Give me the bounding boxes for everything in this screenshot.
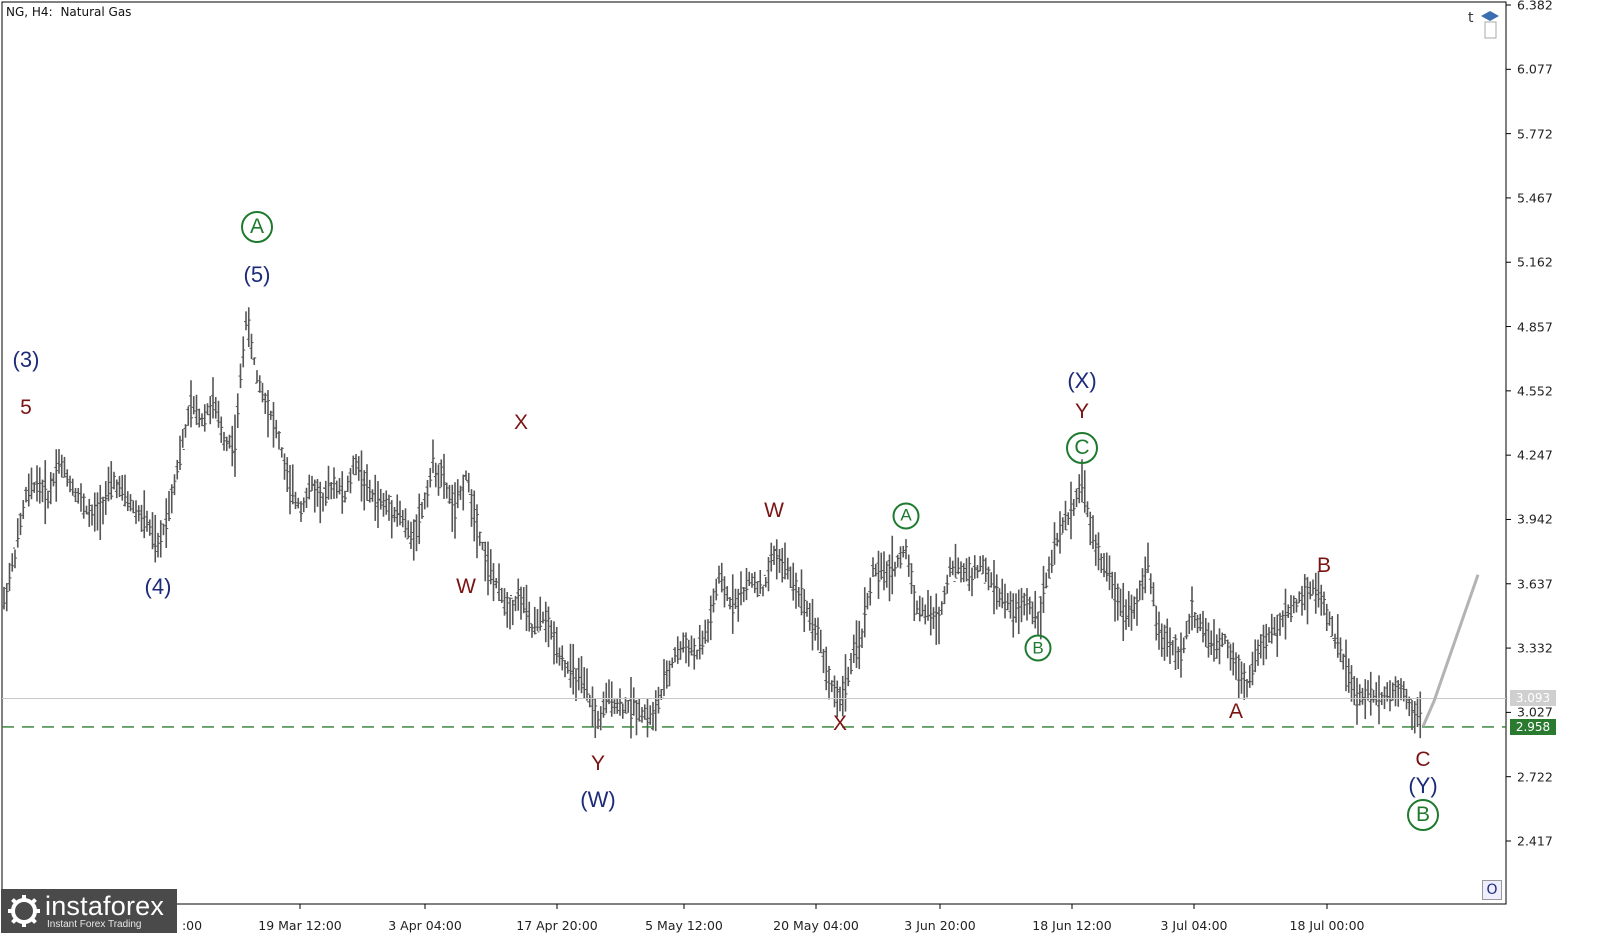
wave-label-degree: (X) [1067,367,1097,393]
x-tick-label: 18 Jun 12:00 [1032,918,1112,933]
y-tick-label: 6.077 [1517,61,1553,77]
x-tick-label: 17 Apr 20:00 [516,918,598,933]
y-tick-label: 4.857 [1517,319,1553,335]
circled-letter: A [241,210,273,243]
wave-label-minor: A [1228,699,1244,723]
brand-name: instaforex [45,891,165,921]
wave-label-minor: Y [1074,400,1090,424]
wave-label-degree: (W) [580,787,616,813]
circled-letter: B [1024,634,1052,662]
circled-letter: B [1407,799,1439,832]
x-tick-label: :00 [181,918,203,933]
forecast-arrow [1421,574,1480,728]
wave-label-circled: B [1407,799,1439,832]
y-tick-label: 3.332 [1517,640,1553,656]
y-tick-label: 5.162 [1517,254,1553,270]
wave-label-degree: (Y) [1408,772,1438,798]
y-tick-label: 4.247 [1517,447,1553,463]
y-tick-label: 6.382 [1517,0,1553,13]
x-tick-label: 18 Jul 00:00 [1289,918,1365,933]
graduation-cap-icon [1480,11,1499,39]
y-tick-label: 5.772 [1517,126,1553,142]
current-price-tag: 3.093 [1510,690,1556,707]
wave-label-circled: C [1066,432,1098,465]
brand-tagline: Instant Forex Trading [47,919,142,930]
object-list-button[interactable]: O [1482,880,1502,900]
wave-label-minor: W [764,499,784,523]
wave-label-minor: 5 [20,396,32,420]
y-tick-label: 2.417 [1517,833,1553,849]
trade-letter: t [1468,10,1474,26]
wave-label-degree: (3) [12,346,40,372]
one-click-trading-toggle[interactable]: t [1468,10,1500,42]
wave-label-circled: B [1024,634,1052,662]
x-tick-label: 3 Jun 20:00 [904,918,976,933]
wave-label-minor: X [832,712,848,736]
wave-label-minor: B [1316,554,1332,578]
wave-label-minor: X [513,410,529,434]
wave-label-circled: A [892,502,920,530]
wave-label-minor: C [1415,748,1431,772]
x-tick-label: 20 May 04:00 [773,918,859,933]
chart-header: NG, H4: Natural Gas [6,5,131,19]
wave-label-degree: (4) [144,574,172,600]
instaforex-logo: instaforex Instant Forex Trading [1,889,177,933]
wave-label-degree: (5) [243,262,271,288]
x-tick-label: 19 Mar 12:00 [258,918,342,933]
y-tick-label: 3.637 [1517,576,1553,592]
y-tick-label: 5.467 [1517,190,1553,206]
wave-label-minor: W [456,575,476,599]
circled-letter: C [1066,432,1098,465]
y-tick-label: 4.552 [1517,383,1553,399]
x-tick-label: 3 Jul 04:00 [1160,918,1228,933]
plot-frame [1,1,1507,905]
y-tick-label: 3.942 [1517,511,1553,527]
wave-label-circled: A [241,210,273,243]
instrument-label: Natural Gas [60,5,132,19]
symbol-label: NG, H4: [6,5,53,19]
y-tick-label: 2.722 [1517,769,1553,785]
gear-logo-icon [8,895,40,927]
x-tick-label: 5 May 12:00 [645,918,723,933]
circled-letter: A [892,502,920,530]
support-price-tag: 2.958 [1510,718,1556,735]
x-tick-label: 3 Apr 04:00 [388,918,462,933]
y-tick-label: 3.027 [1517,704,1553,720]
wave-label-minor: Y [590,752,606,776]
